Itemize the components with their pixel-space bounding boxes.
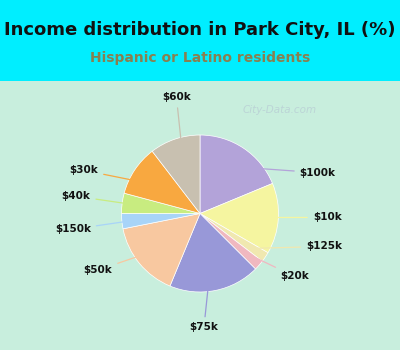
Wedge shape	[122, 193, 200, 214]
Text: $40k: $40k	[62, 191, 141, 206]
Wedge shape	[123, 214, 200, 286]
Wedge shape	[200, 214, 268, 261]
Text: $100k: $100k	[234, 167, 336, 178]
Text: Income distribution in Park City, IL (%): Income distribution in Park City, IL (%)	[4, 21, 396, 39]
Text: $150k: $150k	[55, 220, 139, 234]
Text: $50k: $50k	[84, 252, 152, 275]
Text: $30k: $30k	[70, 165, 155, 184]
Text: $125k: $125k	[255, 241, 342, 251]
Wedge shape	[122, 214, 200, 229]
Wedge shape	[200, 183, 278, 253]
Text: $10k: $10k	[264, 212, 342, 222]
Wedge shape	[200, 135, 272, 214]
Text: City-Data.com: City-Data.com	[243, 105, 317, 115]
Wedge shape	[152, 135, 200, 214]
Text: Hispanic or Latino residents: Hispanic or Latino residents	[90, 51, 310, 65]
Text: $60k: $60k	[162, 92, 191, 162]
Wedge shape	[170, 214, 256, 292]
Text: $20k: $20k	[247, 253, 308, 281]
Text: $75k: $75k	[190, 268, 218, 332]
Wedge shape	[124, 151, 200, 214]
Wedge shape	[200, 214, 262, 269]
